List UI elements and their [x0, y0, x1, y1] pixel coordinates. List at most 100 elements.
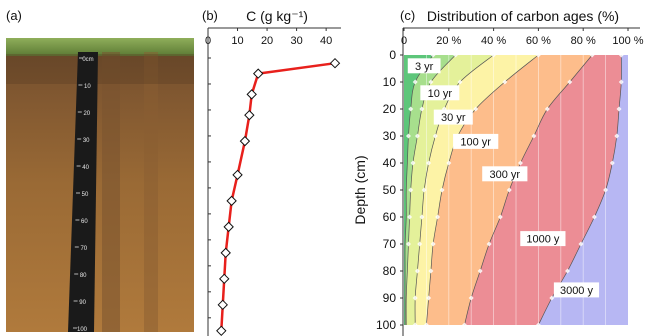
chart-c-boundary-marker	[414, 133, 420, 139]
chart-b-point	[223, 221, 234, 233]
chart-c-boundary-marker	[457, 79, 463, 85]
chart-c-x-tick-label: 60 %	[526, 35, 551, 47]
chart-b-x-tick-label: 30	[290, 35, 302, 47]
chart-c-x-tick-label: 0	[401, 35, 407, 47]
chart-c-x-tick-label: 20 %	[436, 35, 461, 47]
chart-c-axes: 0 20 % 40 % 60 % 80 % 100 % 0 10 20 30 40 50 60 70 80 9…	[376, 27, 644, 336]
chart-c-y-label: Depth (cm)	[352, 155, 368, 224]
chart-c-boundary-marker	[535, 52, 541, 58]
chart-c-y-tick-label: 60	[383, 210, 397, 224]
chart-c-x-tick-label: 80 %	[571, 35, 596, 47]
chart-c-boundary-marker	[419, 106, 425, 112]
chart-c-boundary-marker	[428, 268, 434, 274]
chart-c-boundary-marker	[565, 268, 571, 274]
chart-c-boundary-marker	[603, 187, 609, 193]
chart-c-band-label-box	[520, 231, 566, 247]
chart-c-boundary-marker	[549, 295, 555, 301]
chart-c-boundary-marker	[544, 106, 550, 112]
chart-b-point	[244, 109, 255, 121]
chart-b-point	[232, 169, 243, 181]
topsoil-layer	[6, 54, 194, 84]
chart-b-x-tick-label: 20	[261, 35, 273, 47]
chart-c-boundary-marker	[407, 214, 413, 220]
chart-c-boundary-marker	[609, 160, 615, 166]
chart-c-boundary-marker	[567, 79, 573, 85]
chart-c-boundary-marker	[417, 241, 423, 247]
chart-c-band-label: 300 yr	[490, 169, 521, 181]
chart-b-point	[216, 325, 227, 336]
chart-b-series	[216, 57, 341, 336]
chart-b-point	[246, 89, 257, 100]
chart-c-band-area	[404, 55, 456, 325]
chart-b-point	[329, 57, 341, 69]
ruler-tick-label: 10	[84, 84, 91, 90]
chart-c-band-label-box	[553, 282, 600, 298]
chart-c-y-tick-label: 50	[383, 183, 397, 197]
chart-c-boundary-marker	[535, 322, 541, 328]
chart-b-point	[226, 195, 237, 207]
chart-c-y-tick-label: 40	[383, 156, 397, 170]
chart-c-boundary-marker	[477, 268, 483, 274]
panel-label-c: (c)	[400, 8, 416, 23]
chart-c-x-tick-label: 100 %	[612, 35, 643, 47]
chart-c-band-label-box	[420, 85, 460, 101]
chart-c-boundary-marker	[412, 295, 418, 301]
chart-b-point	[220, 247, 231, 259]
chart-c-boundary-marker	[432, 133, 438, 139]
chart-c-boundary-marker	[461, 322, 467, 328]
chart-c-boundary-marker	[517, 160, 523, 166]
ruler-tick-label: 60	[81, 219, 88, 225]
soil-background	[6, 38, 194, 332]
chart-b-x-tick-label: 10	[231, 35, 243, 47]
chart-c-boundary-marker	[468, 295, 474, 301]
chart-c-boundary-marker	[430, 52, 436, 58]
ruler-tick-label: 50	[82, 192, 89, 198]
chart-c-band-label: 3 yr	[415, 61, 434, 73]
measuring-ruler	[68, 52, 98, 332]
chart-c-boundary-marker	[497, 214, 503, 220]
chart-c-boundary-marker	[618, 79, 624, 85]
chart-b-point	[239, 135, 251, 147]
chart-c-boundary-marker	[430, 241, 436, 247]
chart-c-boundary-marker	[419, 214, 425, 220]
chart-c-band-label-box	[433, 109, 473, 125]
chart-b-line	[220, 61, 336, 331]
chart-c-boundary-marker	[506, 187, 512, 193]
chart-c-y-tick-label: 70	[383, 237, 397, 251]
chart-c-band-label: 1000 y	[526, 234, 560, 246]
chart-c-boundary-marker	[589, 52, 595, 58]
chart-c-boundary-marker	[439, 187, 445, 193]
chart-c-band-label-box	[453, 133, 499, 149]
chart-c-boundary	[404, 54, 434, 325]
grass-surface	[6, 38, 194, 56]
ruler-tick-label: 70	[80, 246, 87, 252]
chart-c-boundary-marker	[426, 295, 432, 301]
chart-c-boundary-marker	[405, 241, 411, 247]
chart-c-x-tick-label: 40 %	[481, 35, 506, 47]
chart-c-carbon-ages: Distribution of carbon ages (%) Depth (c…	[352, 8, 644, 336]
chart-c-boundary-marker	[473, 106, 479, 112]
ruler-tick-label: 0cm	[82, 57, 93, 63]
chart-c-boundary-marker	[502, 79, 508, 85]
chart-c-boundary-marker	[414, 268, 420, 274]
chart-c-band-label-box	[407, 58, 441, 74]
chart-c-y-tick-label: 10	[383, 75, 397, 89]
chart-c-y-tick-label: 90	[383, 291, 397, 305]
chart-c-y-tick-label: 0	[389, 48, 396, 62]
chart-c-boundary-lines	[404, 52, 624, 328]
chart-c-y-tick-label: 30	[383, 129, 397, 143]
ruler-tick-label: 90	[79, 300, 86, 306]
chart-c-boundary-marker	[428, 79, 434, 85]
chart-b-point	[217, 299, 228, 311]
chart-c-band-area	[404, 55, 434, 325]
trench-edge	[144, 52, 158, 332]
chart-c-y-tick-label: 80	[383, 264, 397, 278]
chart-c-boundary-marker	[408, 187, 414, 193]
chart-c-band-label: 30 yr	[441, 112, 466, 124]
chart-c-boundary-marker	[453, 52, 459, 58]
chart-c-boundary-marker	[578, 241, 584, 247]
chart-c-boundary-marker	[531, 133, 537, 139]
chart-c-boundary-marker	[410, 160, 416, 166]
